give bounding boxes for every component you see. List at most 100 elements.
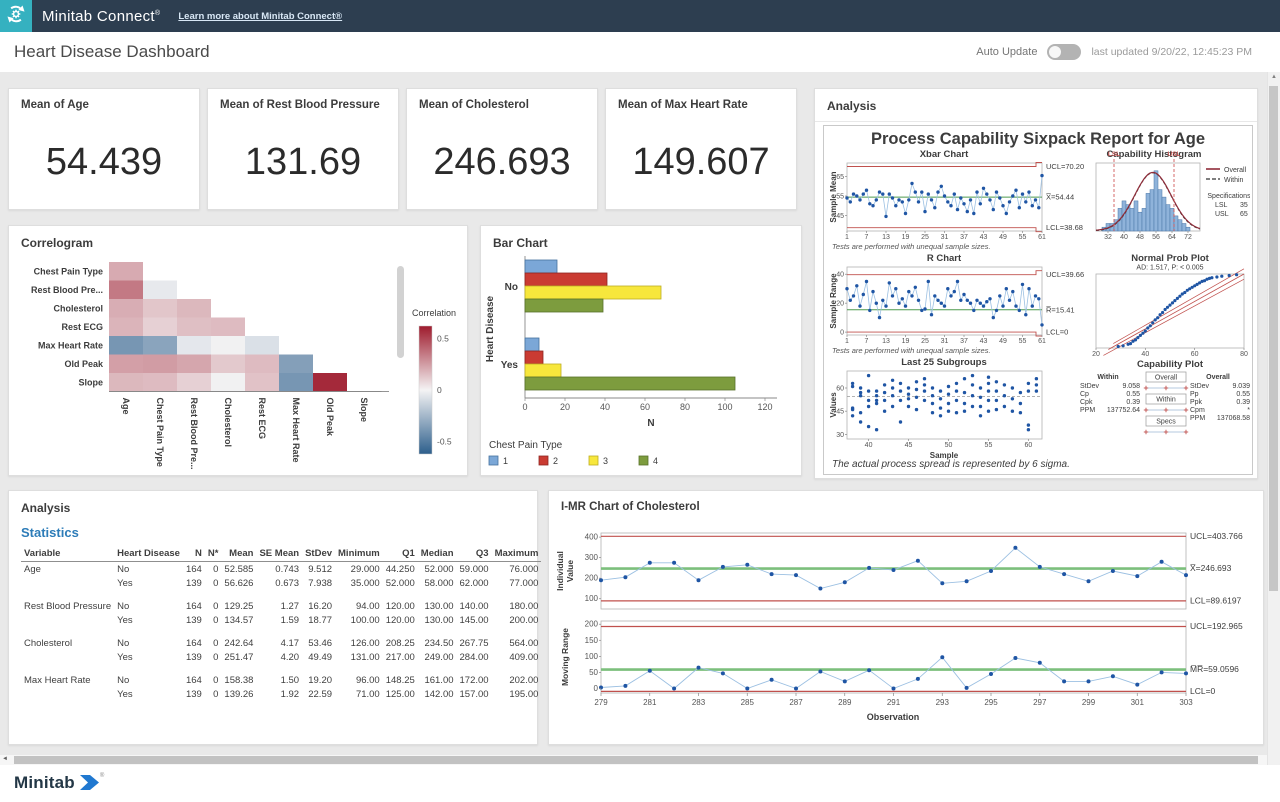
- svg-text:25: 25: [921, 338, 929, 345]
- stats-cell: 0.743: [256, 562, 302, 577]
- stats-col-header: Mean: [221, 546, 256, 562]
- stats-cell: 29.000: [335, 562, 383, 577]
- learn-more-link[interactable]: Learn more about Minitab Connect®: [178, 11, 342, 22]
- stats-cell: 180.00: [492, 599, 542, 613]
- svg-text:0.39: 0.39: [1236, 399, 1250, 406]
- stats-cell: 71.00: [335, 687, 383, 701]
- svg-text:Rest ECG: Rest ECG: [257, 398, 267, 440]
- stats-cell: 164: [183, 562, 205, 577]
- svg-text:48: 48: [1136, 234, 1144, 241]
- statistics-heading: Statistics: [21, 525, 525, 540]
- svg-text:Overall: Overall: [1224, 167, 1247, 174]
- auto-update-toggle[interactable]: [1047, 44, 1081, 60]
- horizontal-scrollbar-thumb[interactable]: [14, 756, 1258, 764]
- vertical-scrollbar[interactable]: ▲: [1267, 72, 1280, 765]
- svg-text:Observation: Observation: [867, 712, 920, 722]
- correlogram-scrollbar-thumb[interactable]: [397, 266, 404, 358]
- svg-text:60: 60: [1191, 351, 1199, 358]
- stats-cell: 157.00: [457, 687, 492, 701]
- svg-text:43: 43: [980, 338, 988, 345]
- stats-row: CholesterolNo1640242.644.1753.46126.0020…: [21, 636, 541, 650]
- last-updated-text: last updated 9/20/22, 12:45:23 PM: [1091, 46, 1252, 58]
- card-divider: [815, 121, 1257, 122]
- svg-text:37: 37: [960, 338, 968, 345]
- svg-text:Chest Pain Type: Chest Pain Type: [489, 440, 563, 451]
- svg-text:2: 2: [553, 456, 558, 466]
- svg-text:Correlation: Correlation: [412, 308, 456, 318]
- svg-text:UCL=70.20: UCL=70.20: [1046, 162, 1084, 171]
- svg-text:30: 30: [836, 432, 844, 439]
- svg-text:Specs: Specs: [1156, 419, 1176, 426]
- stats-cell: 249.00: [418, 650, 457, 664]
- svg-text:50: 50: [589, 668, 598, 677]
- stats-cell: 0: [205, 673, 222, 687]
- svg-text:31: 31: [941, 234, 949, 241]
- stats-cell: 18.77: [302, 613, 335, 627]
- toggle-knob: [1049, 46, 1061, 58]
- svg-text:303: 303: [1179, 698, 1193, 707]
- svg-text:295: 295: [984, 698, 998, 707]
- stats-cell: 56.626: [221, 576, 256, 590]
- svg-text:100: 100: [585, 652, 599, 661]
- svg-text:40: 40: [600, 402, 610, 412]
- dashboard-content: Mean of Age 54.439 Mean of Rest Blood Pr…: [0, 72, 1268, 755]
- svg-text:300: 300: [585, 553, 599, 562]
- svg-text:Max Heart Rate: Max Heart Rate: [291, 398, 301, 463]
- svg-text:0.55: 0.55: [1126, 391, 1140, 398]
- svg-text:Capability Plot: Capability Plot: [1137, 359, 1204, 370]
- svg-text:Normal Prob Plot: Normal Prob Plot: [1131, 253, 1209, 264]
- svg-text:60: 60: [836, 386, 844, 393]
- stats-cell: 9.512: [302, 562, 335, 577]
- kpi-card-mean-age: Mean of Age 54.439: [8, 88, 200, 210]
- stats-cell: 22.59: [302, 687, 335, 701]
- svg-text:-0.5: -0.5: [437, 437, 452, 447]
- svg-text:0.5: 0.5: [437, 333, 449, 343]
- svg-text:55: 55: [1019, 338, 1027, 345]
- svg-text:Rest ECG: Rest ECG: [61, 322, 103, 332]
- stats-cell: 208.25: [383, 636, 418, 650]
- svg-text:400: 400: [585, 533, 599, 542]
- stats-col-header: StDev: [302, 546, 335, 562]
- bar-chart-card: Bar Chart NoYes020406080100120NHeart Dis…: [480, 225, 802, 476]
- svg-text:40: 40: [865, 442, 873, 449]
- stats-cell: 19.20: [302, 673, 335, 687]
- svg-text:4: 4: [653, 456, 658, 466]
- stats-cell: No: [114, 636, 183, 650]
- stats-cell: 139: [183, 576, 205, 590]
- svg-text:40: 40: [1120, 234, 1128, 241]
- imr-svg: 100200300400UCL=403.766X̅=246.693LCL=89.…: [549, 521, 1263, 727]
- stats-row: Max Heart RateNo1640158.381.5019.2096.00…: [21, 673, 541, 687]
- svg-text:281: 281: [643, 698, 657, 707]
- scroll-up-arrow[interactable]: ▲: [1268, 74, 1280, 80]
- svg-text:Rest Blood Pre...: Rest Blood Pre...: [31, 285, 103, 295]
- svg-text:Within: Within: [1097, 374, 1118, 381]
- svg-text:13: 13: [882, 338, 890, 345]
- svg-text:UCL=39.66: UCL=39.66: [1046, 270, 1084, 279]
- horizontal-scrollbar[interactable]: ◄: [0, 755, 1268, 765]
- svg-text:1: 1: [503, 456, 508, 466]
- sixpack-graph-panel: Process Capability Sixpack Report for Ag…: [823, 125, 1253, 475]
- scroll-left-arrow[interactable]: ◄: [2, 756, 8, 762]
- stats-col-header: Minimum: [335, 546, 383, 562]
- svg-text:*: *: [1247, 407, 1250, 414]
- stats-cell: 200.00: [492, 613, 542, 627]
- svg-text:X̿=54.44: X̿=54.44: [1045, 193, 1074, 202]
- stats-cell: 131.00: [335, 650, 383, 664]
- svg-text:PPM: PPM: [1080, 407, 1095, 414]
- svg-text:Age: Age: [121, 398, 131, 415]
- card-title: Bar Chart: [481, 226, 801, 250]
- stats-cell: 35.000: [335, 576, 383, 590]
- svg-text:150: 150: [585, 636, 599, 645]
- svg-text:49: 49: [999, 338, 1007, 345]
- svg-text:Within: Within: [1156, 397, 1176, 404]
- svg-text:LCL=89.6197: LCL=89.6197: [1190, 595, 1242, 605]
- minitab-connect-logo[interactable]: [0, 0, 32, 32]
- stats-cell: 76.000: [492, 562, 542, 577]
- svg-text:Yes: Yes: [501, 360, 519, 371]
- svg-text:60: 60: [1025, 442, 1033, 449]
- vertical-scrollbar-thumb[interactable]: [1269, 86, 1278, 591]
- svg-text:LSL: LSL: [1108, 151, 1120, 158]
- stats-cell: 139.26: [221, 687, 256, 701]
- stats-cell: 267.75: [457, 636, 492, 650]
- stats-cell: 242.64: [221, 636, 256, 650]
